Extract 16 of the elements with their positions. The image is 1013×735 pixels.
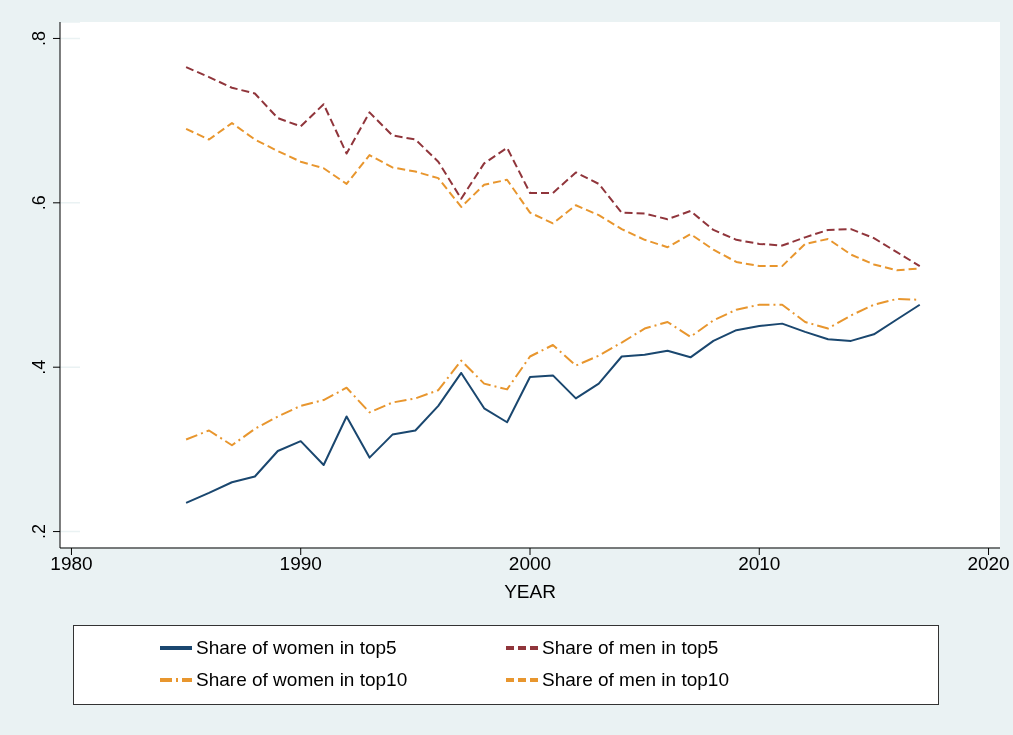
y-tick-label: .2 bbox=[29, 524, 49, 540]
legend-label: Share of women in top10 bbox=[196, 669, 409, 691]
x-tick-label: 1990 bbox=[279, 553, 322, 575]
line-series bbox=[185, 303, 921, 504]
y-tick-label: .6 bbox=[29, 195, 49, 211]
x-tick-label: 2020 bbox=[967, 553, 1010, 575]
legend-label: Share of women in top5 bbox=[196, 637, 398, 659]
x-tick-label: 2010 bbox=[738, 553, 781, 575]
x-tick-label: 2000 bbox=[508, 553, 552, 575]
x-tick-label: 1980 bbox=[50, 553, 93, 575]
legend-label: Share of men in top10 bbox=[542, 669, 730, 691]
y-tick-label: .8 bbox=[29, 30, 49, 46]
legend-label: Share of men in top5 bbox=[542, 637, 720, 659]
x-axis-title: YEAR bbox=[504, 581, 556, 602]
line-series bbox=[185, 66, 921, 268]
y-tick-label: .4 bbox=[29, 359, 49, 375]
